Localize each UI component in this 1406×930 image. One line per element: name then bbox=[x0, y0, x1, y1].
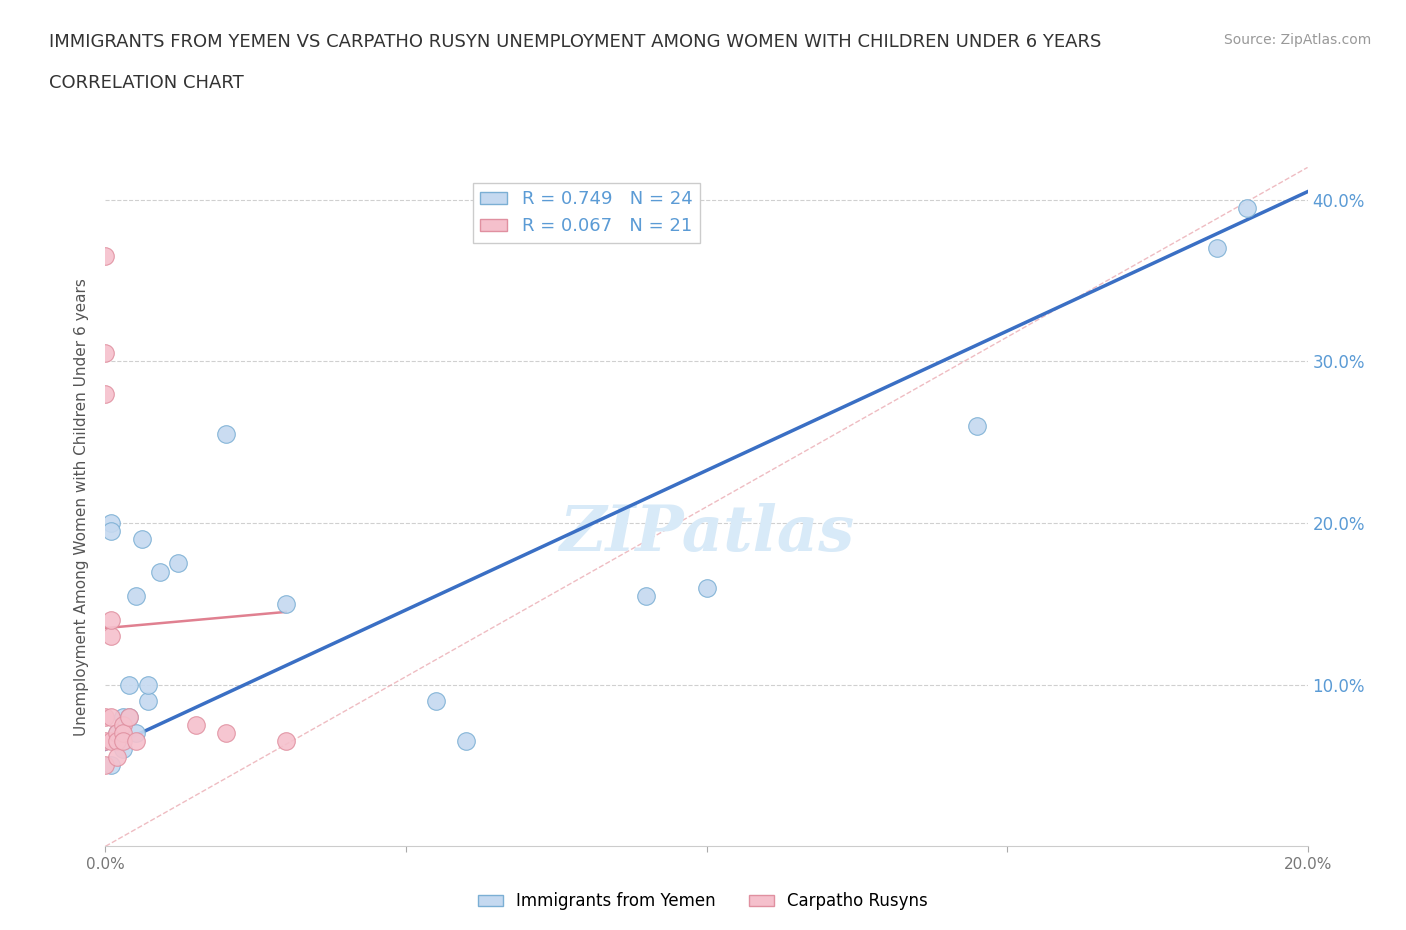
Point bbox=[94, 710, 117, 724]
Point bbox=[214, 725, 236, 740]
Point bbox=[94, 386, 117, 401]
Point bbox=[100, 524, 122, 538]
Point bbox=[124, 725, 146, 740]
Point bbox=[112, 710, 135, 724]
Point bbox=[100, 613, 122, 628]
Point bbox=[274, 596, 297, 611]
Text: IMMIGRANTS FROM YEMEN VS CARPATHO RUSYN UNEMPLOYMENT AMONG WOMEN WITH CHILDREN U: IMMIGRANTS FROM YEMEN VS CARPATHO RUSYN … bbox=[49, 33, 1101, 50]
Point bbox=[1236, 200, 1258, 215]
Point bbox=[107, 750, 129, 764]
Legend: R = 0.749   N = 24, R = 0.067   N = 21: R = 0.749 N = 24, R = 0.067 N = 21 bbox=[472, 183, 700, 243]
Point bbox=[274, 734, 297, 749]
Point bbox=[112, 734, 135, 749]
Point bbox=[136, 677, 159, 692]
Text: Source: ZipAtlas.com: Source: ZipAtlas.com bbox=[1223, 33, 1371, 46]
Point bbox=[112, 725, 135, 740]
Point bbox=[184, 718, 207, 733]
Point bbox=[100, 710, 122, 724]
Point bbox=[131, 532, 153, 547]
Point bbox=[124, 734, 146, 749]
Point bbox=[94, 346, 117, 361]
Point bbox=[100, 515, 122, 530]
Point bbox=[966, 418, 988, 433]
Point bbox=[112, 742, 135, 757]
Legend: Immigrants from Yemen, Carpatho Rusyns: Immigrants from Yemen, Carpatho Rusyns bbox=[471, 885, 935, 917]
Point bbox=[94, 758, 117, 773]
Point bbox=[107, 734, 129, 749]
Point bbox=[118, 710, 141, 724]
Point bbox=[112, 718, 135, 733]
Point bbox=[107, 725, 129, 740]
Point bbox=[148, 565, 170, 579]
Point bbox=[100, 734, 122, 749]
Point bbox=[1206, 241, 1229, 256]
Point bbox=[118, 677, 141, 692]
Point bbox=[94, 734, 117, 749]
Point bbox=[454, 734, 477, 749]
Point bbox=[94, 249, 117, 264]
Text: ZIPatlas: ZIPatlas bbox=[560, 503, 853, 565]
Point bbox=[118, 710, 141, 724]
Point bbox=[100, 629, 122, 644]
Point bbox=[136, 694, 159, 709]
Point bbox=[100, 758, 122, 773]
Point bbox=[696, 580, 718, 595]
Point bbox=[124, 589, 146, 604]
Y-axis label: Unemployment Among Women with Children Under 6 years: Unemployment Among Women with Children U… bbox=[75, 278, 90, 736]
Point bbox=[166, 556, 188, 571]
Point bbox=[425, 694, 447, 709]
Point bbox=[214, 427, 236, 442]
Text: CORRELATION CHART: CORRELATION CHART bbox=[49, 74, 245, 92]
Point bbox=[636, 589, 658, 604]
Point bbox=[107, 725, 129, 740]
